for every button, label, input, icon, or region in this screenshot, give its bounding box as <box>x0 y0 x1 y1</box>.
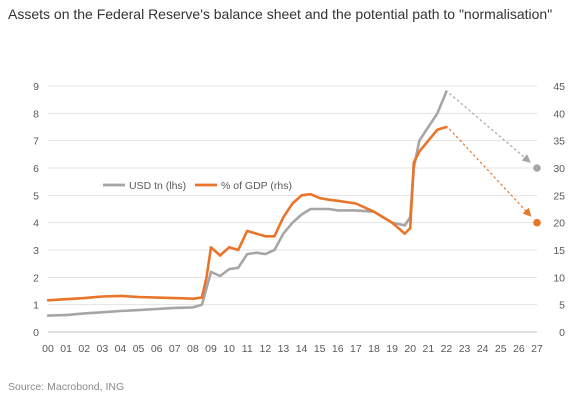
x-tick-label: 07 <box>169 343 181 355</box>
x-tick-label: 27 <box>531 343 543 355</box>
projection-line <box>449 93 530 162</box>
right-tick-label: 35 <box>553 136 565 148</box>
x-tick-label: 06 <box>151 343 163 355</box>
left-axis-ticks: 0 1 2 3 4 5 6 7 8 9 <box>33 81 39 339</box>
projection-line <box>449 129 530 216</box>
right-tick-label: 25 <box>553 190 565 202</box>
x-tick-label: 21 <box>422 343 434 355</box>
right-tick-label: 5 <box>559 300 565 312</box>
legend: USD tn (lhs) % of GDP (rhs) <box>103 180 292 192</box>
x-tick-label: 03 <box>96 343 108 355</box>
left-tick-label: 5 <box>33 190 39 202</box>
x-tick-label: 00 <box>42 343 54 355</box>
right-tick-label: 15 <box>553 245 565 257</box>
projection-point <box>533 219 541 227</box>
series-line <box>48 127 446 300</box>
x-tick-label: 22 <box>441 343 453 355</box>
x-tick-label: 12 <box>259 343 271 355</box>
x-tick-label: 01 <box>60 343 72 355</box>
left-tick-label: 3 <box>33 245 39 257</box>
x-axis-ticks: 00 01 02 03 04 05 06 07 08 09 10 11 12 13 14 15 16 17 18 19… <box>42 343 543 355</box>
source-note: Source: Macrobond, ING <box>8 381 124 393</box>
left-tick-label: 4 <box>33 218 39 230</box>
x-tick-label: 19 <box>386 343 398 355</box>
x-tick-label: 10 <box>223 343 235 355</box>
x-tick-label: 11 <box>242 343 253 355</box>
legend-label: USD tn (lhs) <box>129 180 186 192</box>
x-tick-label: 15 <box>314 343 326 355</box>
right-tick-label: 20 <box>553 218 565 230</box>
x-tick-label: 13 <box>278 343 290 355</box>
x-tick-label: 26 <box>513 343 525 355</box>
left-tick-label: 8 <box>33 108 39 120</box>
left-tick-label: 1 <box>33 300 39 312</box>
x-tick-label: 05 <box>133 343 145 355</box>
x-tick-label: 20 <box>404 343 416 355</box>
x-tick-label: 24 <box>477 343 489 355</box>
series-line <box>48 92 446 316</box>
x-tick-label: 02 <box>78 343 90 355</box>
left-tick-label: 2 <box>33 272 39 284</box>
projection-point <box>533 164 541 172</box>
x-tick-label: 08 <box>187 343 199 355</box>
x-tick-label: 16 <box>332 343 344 355</box>
x-tick-label: 09 <box>205 343 217 355</box>
left-tick-label: 0 <box>33 327 39 339</box>
right-tick-label: 10 <box>553 272 565 284</box>
x-tick-label: 04 <box>115 343 127 355</box>
right-tick-label: 45 <box>553 81 565 93</box>
right-tick-label: 30 <box>553 163 565 175</box>
x-tick-label: 25 <box>495 343 507 355</box>
legend-label: % of GDP (rhs) <box>221 180 292 192</box>
x-tick-label: 18 <box>368 343 380 355</box>
left-tick-label: 7 <box>33 136 39 148</box>
left-tick-label: 9 <box>33 81 39 93</box>
x-tick-label: 23 <box>459 343 471 355</box>
x-tick-label: 14 <box>296 343 308 355</box>
left-tick-label: 6 <box>33 163 39 175</box>
right-tick-label: 0 <box>559 327 565 339</box>
x-tick-label: 17 <box>350 343 362 355</box>
right-tick-label: 40 <box>553 108 565 120</box>
right-axis-ticks: 0 5 10 15 20 25 30 35 40 45 <box>553 81 565 339</box>
series-lines <box>48 92 446 316</box>
